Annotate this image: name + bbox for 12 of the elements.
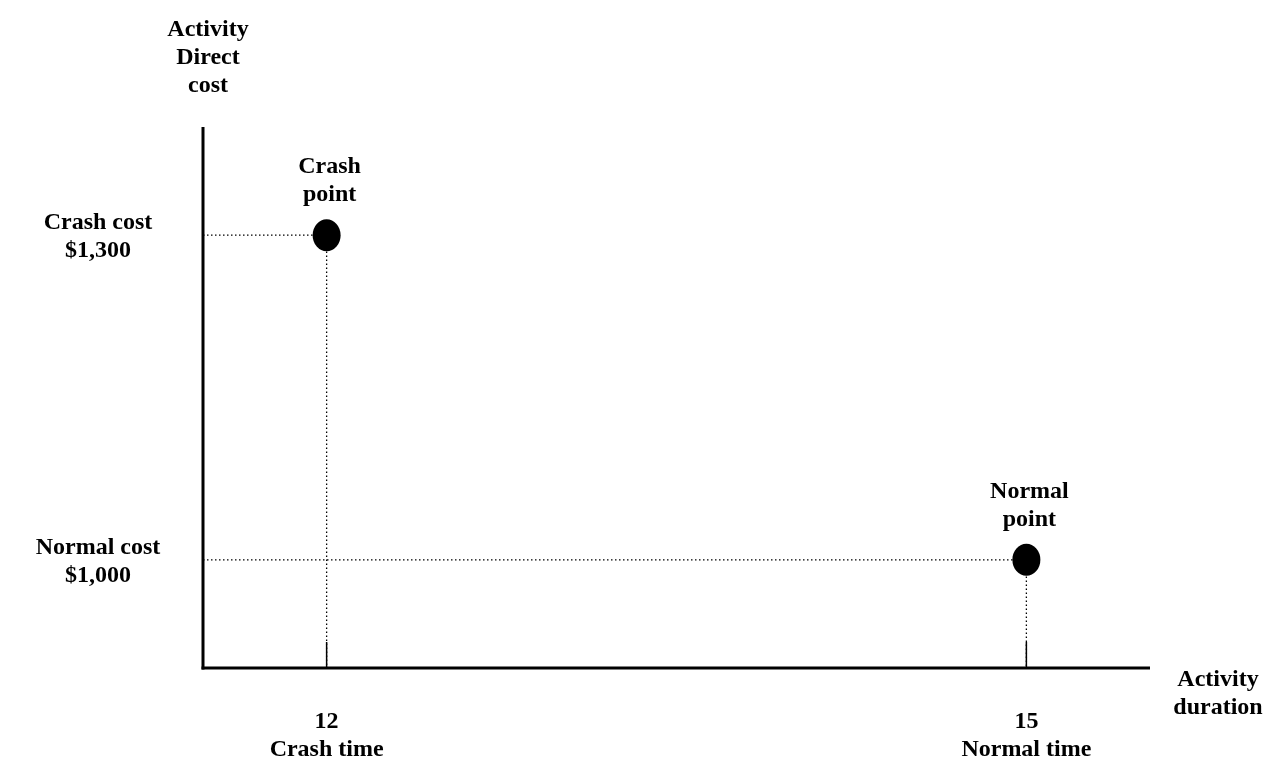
text: Normal time xyxy=(961,735,1092,761)
y-tick-label: $1,300 xyxy=(65,236,131,263)
text: Normal cost xyxy=(35,532,161,559)
y-tick-label: $1,000 xyxy=(65,560,131,587)
x-axis-title: Activity duration xyxy=(1173,665,1263,719)
x-tick-label: 12 xyxy=(314,707,339,733)
y-axis-title: Activity Direct cost xyxy=(167,15,249,97)
text: Crash time xyxy=(269,735,384,761)
text: Crash cost xyxy=(43,208,153,235)
annotation: Crash point xyxy=(298,152,361,207)
x-tick-label: 15 xyxy=(1014,707,1039,733)
annotation: Normal point xyxy=(990,476,1070,531)
